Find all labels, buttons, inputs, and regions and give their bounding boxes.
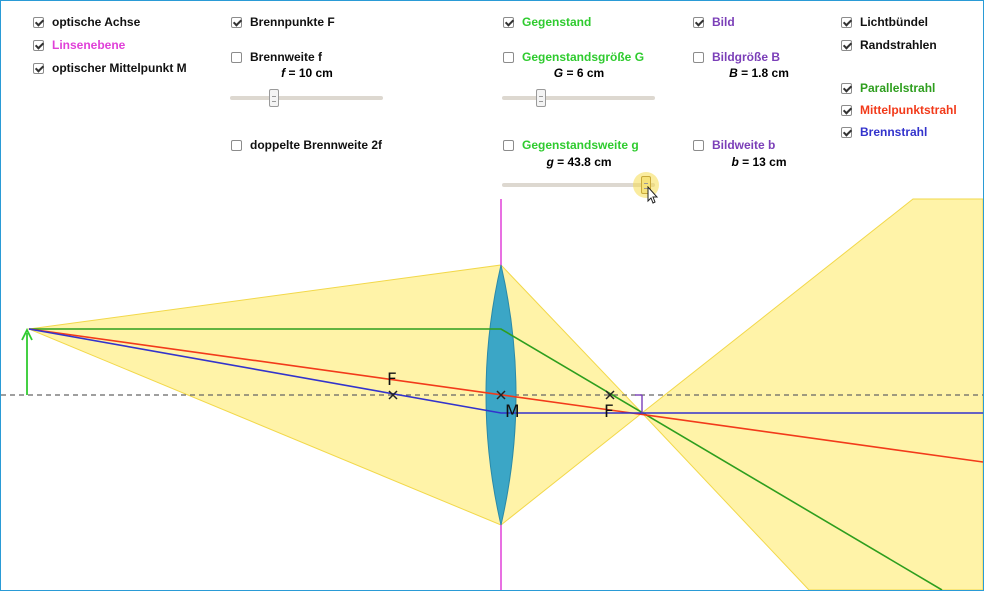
mouse-pointer-icon xyxy=(647,186,659,204)
image-distance-checkbox[interactable] xyxy=(693,140,704,151)
focal-point-right xyxy=(605,390,615,400)
object-size-slider-track[interactable] xyxy=(502,96,655,100)
object-distance-slider-track[interactable] xyxy=(502,183,655,187)
optical-axis-checkbox[interactable] xyxy=(33,17,44,28)
lens-plane-toggle[interactable]: Linsenebene xyxy=(33,38,125,52)
center-ray-toggle[interactable]: Mittelpunktstrahl xyxy=(841,103,957,117)
focal-length-checkbox[interactable] xyxy=(231,52,242,63)
double-focal-checkbox[interactable] xyxy=(231,140,242,151)
object-size-checkbox[interactable] xyxy=(503,52,514,63)
image-size-toggle[interactable]: Bildgröße B xyxy=(693,50,780,64)
image-size-value: B = 1.8 cm xyxy=(729,66,789,80)
optical-center-checkbox[interactable] xyxy=(33,63,44,74)
object-distance-slider-thumb[interactable] xyxy=(641,176,651,194)
focal-length-toggle[interactable]: Brennweite f xyxy=(231,50,322,64)
parallel-ray-checkbox[interactable] xyxy=(841,83,852,94)
image-distance-toggle[interactable]: Bildweite b xyxy=(693,138,775,152)
focal-ray-checkbox[interactable] xyxy=(841,127,852,138)
object-size-slider-thumb[interactable] xyxy=(536,89,546,107)
lens-plane-checkbox[interactable] xyxy=(33,40,44,51)
image-checkbox[interactable] xyxy=(693,17,704,28)
edge-rays-toggle[interactable]: Randstrahlen xyxy=(841,38,937,52)
focal-points-checkbox[interactable] xyxy=(231,17,242,28)
center-label: M xyxy=(505,402,520,422)
focal-label-left: F xyxy=(387,370,397,390)
double-focal-toggle[interactable]: doppelte Brennweite 2f xyxy=(231,138,382,152)
focal-length-slider-thumb[interactable] xyxy=(269,89,279,107)
image-toggle[interactable]: Bild xyxy=(693,15,735,29)
image-arrow xyxy=(635,394,643,413)
focal-label-right: F xyxy=(604,402,614,422)
object-size-toggle[interactable]: Gegenstandsgröße G xyxy=(503,50,644,64)
focal-length-value: f = 10 cm xyxy=(281,66,333,80)
light-bundle-checkbox[interactable] xyxy=(841,17,852,28)
optical-center-mark xyxy=(496,390,506,400)
image-size-checkbox[interactable] xyxy=(693,52,704,63)
focal-point-left xyxy=(388,390,398,400)
focal-ray-toggle[interactable]: Brennstrahl xyxy=(841,125,927,139)
light-bundle-diverging-bottom xyxy=(640,412,983,590)
focal-points-toggle[interactable]: Brennpunkte F xyxy=(231,15,335,29)
object-checkbox[interactable] xyxy=(503,17,514,28)
optical-center-toggle[interactable]: optischer Mittelpunkt M xyxy=(33,61,187,75)
center-ray-checkbox[interactable] xyxy=(841,105,852,116)
light-bundle-toggle[interactable]: Lichtbündel xyxy=(841,15,928,29)
optical-axis-toggle[interactable]: optische Achse xyxy=(33,15,140,29)
object-toggle[interactable]: Gegenstand xyxy=(503,15,591,29)
image-distance-value: b = 13 cm xyxy=(731,155,787,169)
parallel-ray-toggle[interactable]: Parallelstrahl xyxy=(841,81,935,95)
object-arrow xyxy=(21,327,33,395)
center-ray xyxy=(28,328,983,463)
parallel-ray xyxy=(29,328,943,590)
object-size-value: G = 6 cm xyxy=(553,66,605,80)
object-distance-checkbox[interactable] xyxy=(503,140,514,151)
object-distance-value: g = 43.8 cm xyxy=(546,155,612,169)
focal-length-slider-track[interactable] xyxy=(230,96,383,100)
light-bundle-diverging-top xyxy=(640,198,983,414)
focal-ray xyxy=(28,328,983,414)
object-distance-toggle[interactable]: Gegenstandsweite g xyxy=(503,138,639,152)
edge-rays-checkbox[interactable] xyxy=(841,40,852,51)
